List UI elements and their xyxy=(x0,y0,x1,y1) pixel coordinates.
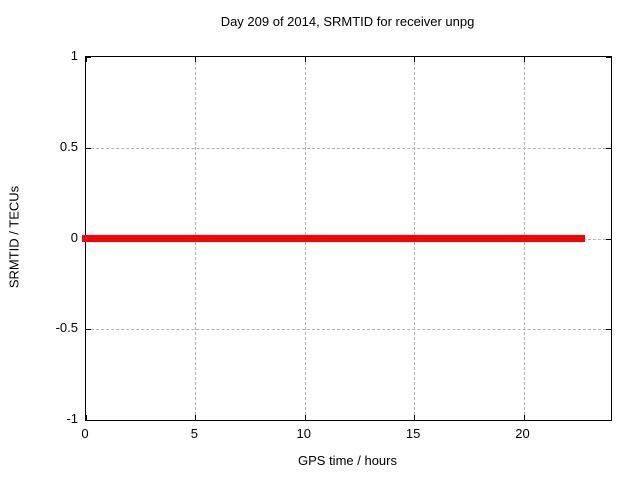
data-line-srmtid xyxy=(82,235,585,242)
x-tick-label: 0 xyxy=(81,426,89,441)
tick-mark-left xyxy=(86,57,91,58)
tick-mark-right xyxy=(606,239,611,240)
y-tick-label: -0.5 xyxy=(55,320,78,336)
tick-mark-bottom xyxy=(195,415,196,420)
x-tick-label: 10 xyxy=(296,426,311,441)
tick-mark-bottom xyxy=(86,415,87,420)
tick-mark-right xyxy=(606,148,611,149)
y-tick-label: 1 xyxy=(70,48,78,63)
tick-mark-right xyxy=(606,329,611,330)
tick-mark-left xyxy=(86,420,91,421)
tick-mark-top xyxy=(524,57,525,62)
grid-line-horizontal xyxy=(86,329,611,331)
tick-mark-right xyxy=(606,57,611,58)
tick-mark-left xyxy=(86,148,91,149)
y-tick-label: -1 xyxy=(66,411,78,426)
x-tick-label: 15 xyxy=(405,426,421,441)
grid-line-horizontal xyxy=(86,147,611,149)
tick-mark-top xyxy=(414,57,415,62)
tick-mark-bottom xyxy=(414,415,415,420)
tick-mark-bottom xyxy=(524,415,525,420)
chart-title: Day 209 of 2014, SRMTID for receiver unp… xyxy=(220,14,475,29)
tick-mark-left xyxy=(86,329,91,330)
tick-mark-bottom xyxy=(305,415,306,420)
tick-mark-top xyxy=(195,57,196,62)
x-axis-label: GPS time / hours xyxy=(298,453,397,468)
y-tick-label: 0.5 xyxy=(59,138,78,154)
x-tick-label: 5 xyxy=(190,426,198,441)
x-tick-label: 20 xyxy=(515,426,530,441)
tick-mark-right xyxy=(606,420,611,421)
y-tick-label: 0 xyxy=(70,229,78,245)
tick-mark-top xyxy=(86,57,87,62)
tick-mark-top xyxy=(305,57,306,62)
plot-area xyxy=(82,56,612,421)
